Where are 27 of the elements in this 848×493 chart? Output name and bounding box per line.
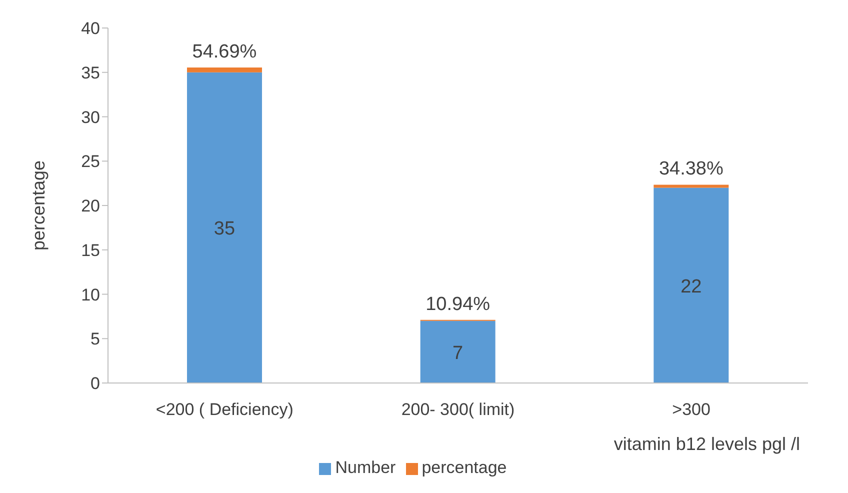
legend-label: Number bbox=[335, 458, 396, 477]
bar bbox=[420, 320, 496, 383]
bar bbox=[654, 188, 729, 383]
bar bbox=[187, 72, 262, 383]
data-label: 54.69% bbox=[192, 42, 257, 63]
x-axis-title: vitamin b12 levels pgl /l bbox=[614, 434, 800, 454]
x-tick-label: >300 bbox=[672, 400, 710, 420]
bar bbox=[654, 184, 729, 188]
x-tick-label: <200 ( Deficiency) bbox=[156, 400, 294, 420]
y-tick-label: 40 bbox=[81, 19, 100, 38]
y-tick-label: 10 bbox=[81, 285, 100, 304]
bar bbox=[187, 68, 262, 72]
y-tick-label: 25 bbox=[81, 152, 100, 172]
y-tick-label: 5 bbox=[90, 330, 100, 349]
data-label: 7 bbox=[452, 342, 464, 364]
data-label: 22 bbox=[680, 276, 702, 298]
data-label: 10.94% bbox=[426, 294, 490, 315]
y-axis-title: percentage bbox=[28, 160, 48, 251]
data-label: 34.38% bbox=[658, 158, 724, 180]
x-tick-label: 200- 300( limit) bbox=[401, 400, 515, 420]
y-tick-label: 20 bbox=[81, 196, 100, 216]
y-tick-label: 30 bbox=[81, 108, 100, 127]
legend-label: percentage bbox=[422, 458, 507, 477]
y-tick-label: 0 bbox=[90, 374, 100, 394]
y-tick-label: 15 bbox=[81, 240, 100, 260]
data-label: 35 bbox=[214, 218, 236, 240]
y-tick-label: 35 bbox=[81, 63, 100, 82]
